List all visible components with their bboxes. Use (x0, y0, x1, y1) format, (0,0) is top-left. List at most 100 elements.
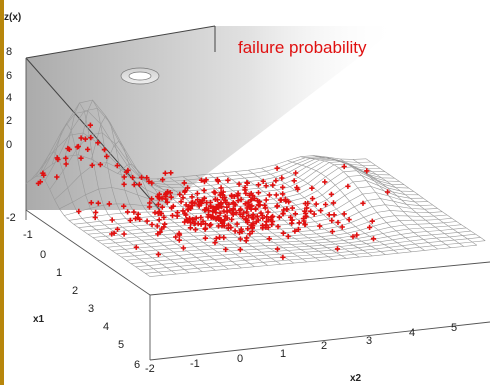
sample-point (93, 209, 99, 215)
sample-point (289, 205, 295, 211)
sample-point (330, 200, 337, 206)
sample-point (218, 190, 224, 196)
sample-point (212, 240, 218, 246)
sample-point (111, 230, 117, 236)
sample-point (280, 191, 286, 197)
sample-point (78, 155, 84, 161)
sample-point (243, 238, 249, 244)
mesh-line (248, 169, 373, 257)
sample-point (224, 215, 230, 221)
mesh-line (169, 177, 294, 264)
sample-point (266, 236, 272, 242)
sample-point (234, 193, 241, 199)
sample-point (218, 185, 224, 191)
sample-point (249, 215, 255, 221)
sample-point (370, 236, 377, 242)
sample-point (275, 224, 281, 230)
x1-axis-label: x1 (33, 314, 45, 325)
sample-point (89, 162, 95, 168)
sample-point (385, 189, 391, 195)
sample-point (302, 208, 308, 214)
sample-point (131, 209, 137, 215)
sample-point (334, 246, 341, 252)
sample-point (341, 211, 347, 217)
sample-point (201, 187, 207, 193)
sample-point (233, 210, 239, 216)
sample-point (224, 209, 230, 215)
sample-point (245, 219, 251, 225)
x2-tick: -2 (145, 363, 155, 375)
sample-point (232, 228, 238, 234)
z-tick: 2 (6, 115, 12, 127)
sample-point (302, 221, 308, 227)
x1-tick: 0 (40, 249, 46, 261)
left-border (0, 0, 4, 385)
sample-point (280, 211, 286, 217)
sample-point (218, 200, 224, 206)
sample-point (88, 135, 94, 141)
sample-point (213, 235, 219, 242)
sample-point (258, 210, 264, 216)
sample-point (278, 197, 284, 203)
sample-point (322, 179, 328, 185)
x1-tick: 1 (56, 267, 62, 279)
sample-point (293, 170, 299, 176)
mesh-line (91, 115, 216, 271)
sample-point (200, 218, 206, 224)
sample-point (264, 214, 270, 220)
sample-point (144, 218, 150, 224)
sample-point (245, 213, 252, 219)
sample-point (262, 205, 268, 211)
sample-point (37, 179, 43, 185)
sample-point (360, 200, 366, 206)
sample-point (130, 174, 136, 181)
sample-point (266, 192, 272, 198)
sample-point (285, 233, 291, 240)
sample-point (260, 178, 266, 184)
sample-point (106, 201, 112, 207)
sample-point (231, 193, 237, 200)
sample-point (121, 203, 127, 209)
sample-point (212, 196, 218, 202)
sample-point (205, 212, 211, 218)
mesh-line (326, 156, 451, 248)
sample-point (167, 190, 173, 196)
sample-point (256, 202, 262, 208)
sample-point (221, 208, 227, 214)
sample-point (156, 217, 162, 223)
sample-point (328, 191, 334, 197)
sample-point (225, 177, 231, 183)
sample-point (54, 174, 60, 180)
sample-point (265, 209, 271, 215)
sample-point (168, 194, 174, 200)
x2-tick: 1 (280, 348, 286, 360)
sample-point (161, 214, 167, 220)
sample-point (280, 254, 286, 260)
sample-point (230, 211, 236, 218)
sample-point (270, 182, 276, 188)
sample-point (160, 177, 166, 183)
mesh-line (287, 160, 412, 253)
x2-tick: -1 (190, 358, 200, 370)
x1-axis-ticks: -2 -1 0 1 2 3 4 5 6 (23, 229, 140, 371)
mesh-line (149, 244, 477, 277)
sample-point (369, 218, 375, 224)
sample-point (63, 161, 69, 167)
z-tick: -2 (6, 212, 16, 224)
sample-point (149, 180, 155, 186)
sample-point (223, 246, 229, 253)
sample-point (87, 122, 93, 128)
sample-point (178, 199, 184, 205)
sample-point (194, 190, 200, 197)
sample-point (302, 201, 308, 207)
x2-tick: 5 (451, 322, 457, 334)
sample-point (213, 204, 219, 210)
sample-point (292, 228, 298, 234)
sample-point (198, 214, 204, 221)
sample-point (125, 167, 131, 173)
z-axis-label: z(x) (4, 12, 21, 23)
sample-point (212, 190, 218, 196)
sample-point (289, 217, 295, 223)
sample-point (279, 175, 285, 181)
mesh-line (339, 158, 464, 247)
